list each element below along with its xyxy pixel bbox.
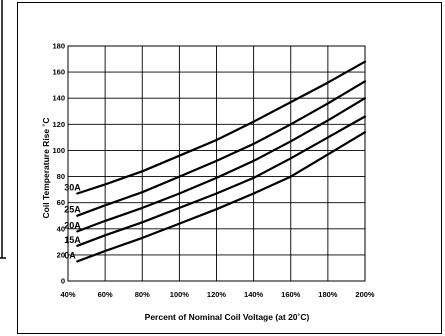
series-label-30a: 30A <box>64 183 81 193</box>
y-tick-label: 20 <box>57 250 65 259</box>
x-tick-label: 200% <box>355 290 375 299</box>
y-tick-label: 80 <box>57 172 65 181</box>
y-tick-labels: 0 20 40 60 80 100 120 140 160 180 <box>52 42 65 286</box>
x-tick-labels: 40% 60% 80% 100% 120% 140% 160% 180% 200% <box>60 290 374 299</box>
series-line-0a <box>76 131 367 263</box>
plot-area <box>67 45 366 282</box>
y-tick-label: 140 <box>52 94 65 103</box>
y-tick-label: 60 <box>57 198 65 207</box>
x-axis-label: Percent of Nominal Coil Voltage (at 20˚C… <box>145 312 310 322</box>
series-lines <box>76 60 367 263</box>
x-tick-label: 40% <box>60 290 75 299</box>
series-line-25a <box>76 80 367 217</box>
series-labels: 30A 25A 20A 15A 0A <box>64 183 81 261</box>
series-line-15a <box>76 115 367 247</box>
x-tick-label: 160% <box>281 290 301 299</box>
y-axis-label: Coil Temperature Rise ˚C <box>41 118 51 219</box>
x-tick-label: 120% <box>207 290 227 299</box>
series-line-30a <box>76 60 367 195</box>
series-label-25a: 25A <box>64 205 81 215</box>
y-tick-label: 180 <box>52 42 65 51</box>
y-tick-label: 0 <box>61 277 65 286</box>
y-tick-label: 120 <box>52 120 65 129</box>
series-label-0a: 0A <box>64 250 76 260</box>
grid <box>67 45 366 282</box>
x-tick-label: 80% <box>135 290 150 299</box>
series-line-20a <box>76 97 367 233</box>
series-label-15a: 15A <box>64 235 81 245</box>
x-tick-label: 60% <box>98 290 113 299</box>
y-tick-label: 160 <box>52 68 65 77</box>
x-tick-label: 140% <box>244 290 264 299</box>
y-tick-label: 40 <box>57 224 65 233</box>
x-tick-label: 100% <box>170 290 190 299</box>
x-tick-label: 180% <box>318 290 338 299</box>
y-tick-label: 100 <box>52 146 65 155</box>
chart-frame <box>17 2 442 334</box>
series-label-20a: 20A <box>64 220 81 230</box>
